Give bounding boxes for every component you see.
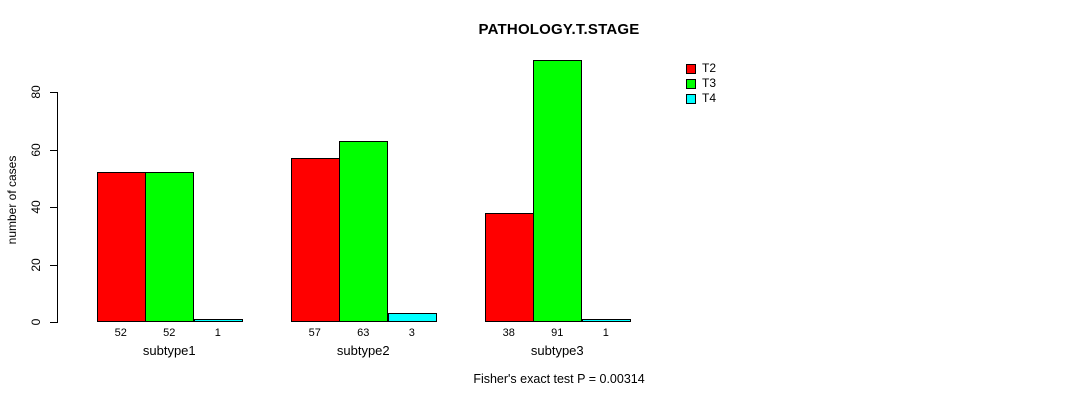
y-tick-label: 40	[29, 200, 43, 214]
bar-value-label: 1	[214, 327, 221, 339]
bar-T3-subtype2	[339, 141, 388, 322]
y-axis-line	[57, 92, 58, 323]
legend-label: T2	[702, 61, 717, 75]
y-tick-label: 0	[29, 318, 43, 326]
bar-value-label: 91	[551, 327, 564, 339]
category-label-subtype3: subtype3	[530, 343, 584, 358]
y-tick-mark	[50, 207, 57, 208]
bar-T3-subtype3	[533, 60, 582, 322]
y-tick-mark	[50, 264, 57, 266]
bar-T4-subtype2	[387, 313, 437, 322]
legend-swatch-T4	[686, 93, 696, 104]
legend-item-T3: T3	[686, 76, 716, 91]
bar-T2-subtype2	[290, 158, 340, 322]
annotation-text: Fisher's exact test P = 0.00314	[473, 372, 645, 386]
bar-T2-subtype3	[484, 213, 534, 322]
bar-value-label: 52	[114, 327, 127, 339]
bar-T2-subtype1	[96, 172, 146, 322]
legend-item-T4: T4	[686, 91, 716, 106]
y-tick-label: 20	[29, 257, 43, 272]
bar-value-label: 3	[408, 327, 415, 339]
legend-item-T2: T2	[686, 61, 716, 76]
legend: T2 T3 T4	[686, 61, 716, 106]
y-tick-mark	[50, 322, 57, 323]
y-tick-mark	[50, 149, 57, 151]
bar-value-label: 1	[602, 327, 609, 339]
legend-swatch-T3	[686, 78, 696, 89]
legend-swatch-T2	[686, 63, 696, 74]
bar-value-label: 52	[163, 327, 176, 339]
bar-T4-subtype3	[581, 319, 631, 322]
category-label-subtype1: subtype1	[142, 343, 196, 358]
chart-title: PATHOLOGY.T.STAGE	[478, 21, 640, 38]
legend-label: T3	[702, 76, 717, 90]
bar-value-label: 57	[308, 327, 321, 339]
bar-T3-subtype1	[145, 172, 194, 322]
bar-value-label: 63	[357, 327, 370, 339]
y-tick-label: 60	[29, 142, 43, 157]
bar-value-label: 38	[502, 327, 515, 339]
y-tick-mark	[50, 92, 57, 93]
bar-T4-subtype1	[193, 319, 243, 322]
legend-label: T4	[702, 91, 717, 105]
category-label-subtype2: subtype2	[336, 343, 390, 358]
y-tick-label: 80	[29, 85, 43, 99]
